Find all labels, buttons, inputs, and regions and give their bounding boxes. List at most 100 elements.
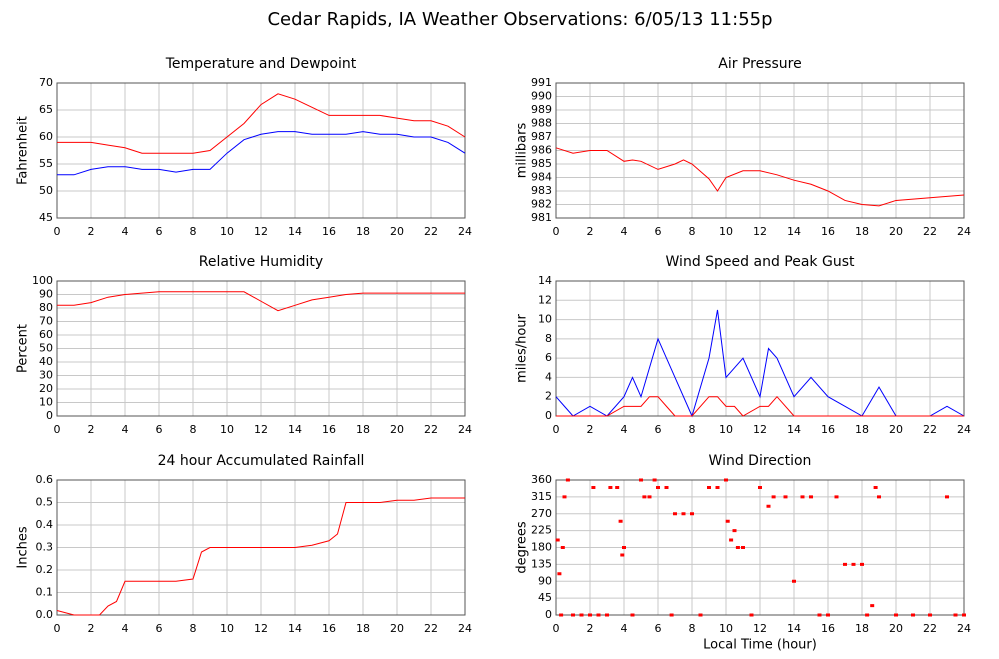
x-tick-label: 6 [655,622,662,635]
x-tick-label: 10 [220,225,234,238]
x-tick-label: 6 [156,622,163,635]
y-tick-label: 315 [531,490,552,503]
x-tick-label: 20 [390,423,404,436]
y-tick-label: 0.4 [36,518,54,531]
x-tick-label: 14 [288,423,302,436]
x-tick-label: 24 [458,423,472,436]
y-tick-label: 90 [538,574,552,587]
x-tick-label: 14 [787,225,801,238]
y-tick-label: 50 [39,184,53,197]
x-tick-label: 0 [553,423,560,436]
point [639,478,643,482]
plot-frame [56,280,466,417]
point [873,486,878,489]
point [732,529,737,533]
chart-title: Temperature and Dewpoint [165,56,357,72]
x-tick-label: 18 [356,225,370,238]
line [555,147,965,207]
point [724,478,728,482]
x-tick-label: 2 [587,622,594,635]
point [783,495,788,499]
point [817,613,822,617]
line [56,497,465,616]
x-tick-label: 4 [621,423,628,436]
point [741,546,745,549]
y-tick-label: 0.5 [36,496,54,509]
chart-title: Relative Humidity [199,254,323,270]
x-tick-label: 24 [957,225,971,238]
x-tick-label: 0 [553,622,560,635]
y-tick-label: 12 [538,293,552,306]
chart-title: Air Pressure [718,56,801,72]
y-tick-label: 65 [39,103,53,116]
y-tick-label: 986 [531,144,552,157]
y-axis-label: degrees [515,521,530,574]
point [834,495,839,499]
y-tick-label: 360 [531,473,552,486]
x-tick-label: 20 [889,622,903,635]
point [579,613,584,617]
x-tick-label: 4 [122,622,129,635]
line [57,93,466,154]
point [758,486,762,489]
y-tick-label: 0.1 [36,586,54,599]
point [588,613,592,617]
y-axis-label: Inches [16,526,31,568]
y-tick-label: 55 [39,157,53,170]
y-tick-label: 988 [531,117,552,130]
x-tick-label: 20 [889,225,903,238]
point [843,562,847,566]
x-tick-label: 10 [719,622,733,635]
point [894,613,898,617]
x-tick-label: 12 [753,423,767,436]
x-tick-label: 12 [254,225,268,238]
x-tick-label: 24 [957,423,971,436]
x-tick-label: 6 [655,225,662,238]
x-tick-label: 10 [220,622,234,635]
y-tick-label: 70 [39,76,53,89]
point [928,613,932,617]
point [690,512,694,516]
point [877,495,881,499]
y-tick-label: 6 [545,351,552,364]
x-tick-label: 12 [254,423,268,436]
point [652,478,657,482]
x-tick-label: 2 [587,423,594,436]
y-tick-label: 982 [531,198,552,211]
point [953,613,958,617]
y-tick-label: 991 [531,76,552,89]
point [809,495,813,499]
x-tick-label: 18 [855,225,869,238]
x-tick-label: 2 [587,225,594,238]
x-tick-label: 12 [753,225,767,238]
y-tick-label: 981 [531,211,552,224]
x-tick-label: 18 [855,423,869,436]
x-tick-label: 0 [54,622,61,635]
point [630,613,635,617]
point [559,613,564,617]
x-tick-label: 22 [923,423,937,436]
point [729,538,734,542]
y-tick-label: 989 [531,103,552,116]
y-tick-label: 0 [545,608,552,621]
y-tick-label: 90 [39,288,53,301]
x-tick-label: 24 [458,622,472,635]
y-tick-label: 20 [39,382,53,395]
x-tick-label: 20 [390,622,404,635]
point [656,486,660,489]
point [860,562,864,566]
plot-frame [555,479,965,616]
plot-frame [555,82,965,219]
x-tick-label: 12 [753,622,767,635]
y-tick-label: 135 [531,557,552,570]
y-tick-label: 60 [39,130,53,143]
y-tick-label: 985 [531,157,552,170]
point [725,519,730,523]
point [715,486,720,489]
y-axis-label: miles/hour [515,313,530,382]
point [571,613,575,617]
x-tick-label: 8 [689,423,696,436]
x-tick-label: 20 [889,423,903,436]
x-tick-label: 10 [220,423,234,436]
y-tick-label: 0.6 [36,473,54,486]
